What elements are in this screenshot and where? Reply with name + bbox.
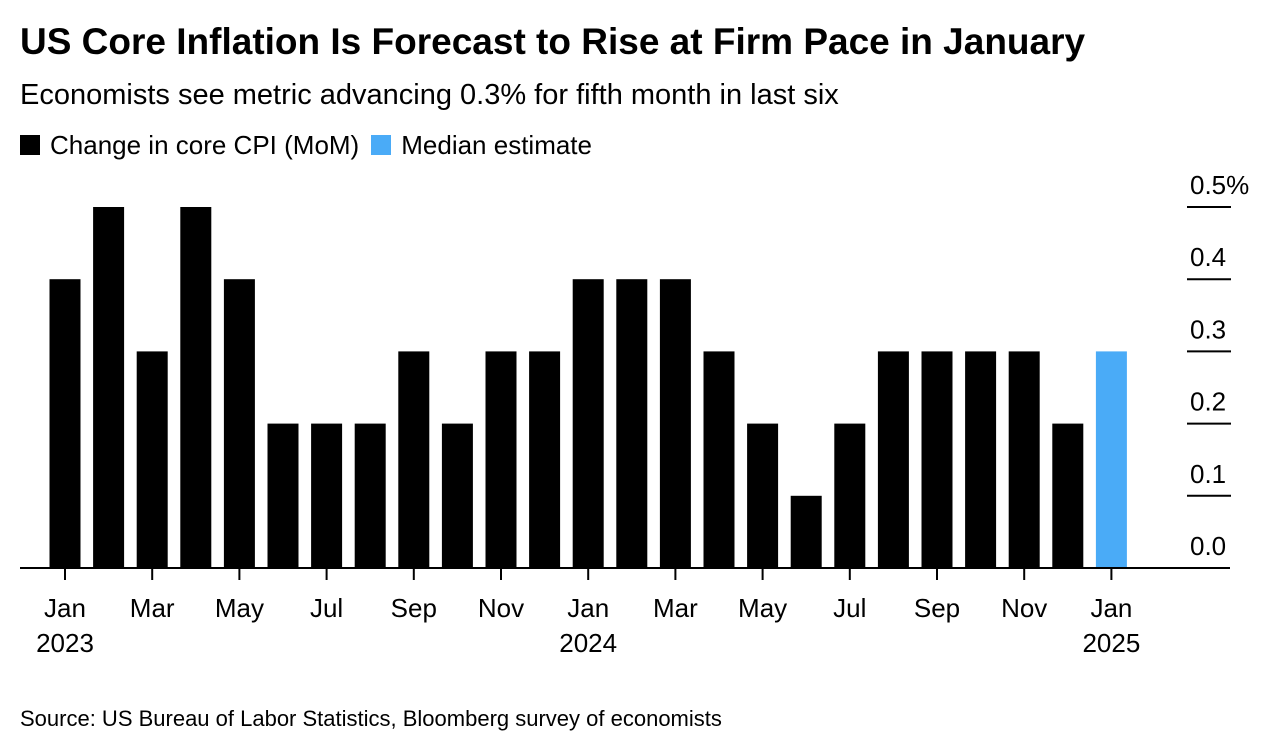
y-tick-label-3: 0.3 — [1190, 314, 1226, 344]
legend-label-core-cpi: Change in core CPI (MoM) — [50, 129, 360, 160]
y-tick-label-2: 0.2 — [1190, 387, 1226, 417]
bar-median-estimate-2025-01 — [1095, 351, 1127, 568]
x-tick-label-2024-07: Jul — [833, 593, 866, 623]
bar-core-cpi-2024-10 — [965, 351, 997, 568]
x-tick-label-2024-01: Jan — [567, 593, 609, 623]
x-tick-label-2025-01: Jan — [1090, 593, 1132, 623]
bar-core-cpi-2023-02 — [93, 207, 125, 568]
bar-core-cpi-2024-08 — [877, 351, 909, 568]
bar-core-cpi-2024-03 — [659, 279, 691, 568]
bar-core-cpi-2023-03 — [136, 351, 168, 568]
bar-core-cpi-2023-09 — [398, 351, 430, 568]
y-tick-label-4: 0.4 — [1190, 242, 1226, 272]
bar-core-cpi-2024-06 — [790, 495, 822, 568]
bar-core-cpi-2024-12 — [1052, 423, 1084, 568]
y-tick-label-5: 0.5% — [1190, 170, 1249, 200]
bar-core-cpi-2023-10 — [441, 423, 473, 568]
x-year-label-2023: 2023 — [36, 628, 94, 658]
legend-item-median-estimate: Median estimate — [371, 130, 592, 161]
x-year-label-2025: 2025 — [1082, 628, 1140, 658]
bar-core-cpi-2023-07 — [311, 423, 343, 568]
bar-core-cpi-2024-09 — [921, 351, 953, 568]
bar-core-cpi-2024-04 — [703, 351, 735, 568]
bar-core-cpi-2023-01 — [49, 279, 81, 568]
x-year-label-2024: 2024 — [559, 628, 617, 658]
legend-swatch-core-cpi — [20, 135, 40, 155]
chart-legend: Change in core CPI (MoM) Median estimate — [20, 128, 604, 162]
x-tick-label-2023-05: May — [215, 593, 264, 623]
bar-core-cpi-2023-08 — [354, 423, 386, 568]
chart-subtitle: Economists see metric advancing 0.3% for… — [20, 79, 839, 111]
bar-core-cpi-2024-11 — [1008, 351, 1040, 568]
y-tick-label-1: 0.1 — [1190, 459, 1226, 489]
x-tick-label-2024-03: Mar — [653, 593, 698, 623]
bar-core-cpi-2023-11 — [485, 351, 517, 568]
bar-core-cpi-2023-12 — [529, 351, 561, 568]
bar-core-cpi-2024-01 — [572, 279, 604, 568]
legend-label-median-estimate: Median estimate — [401, 129, 592, 160]
x-tick-label-2024-09: Sep — [914, 593, 960, 623]
legend-item-core-cpi: Change in core CPI (MoM) — [20, 130, 359, 161]
x-tick-label-2024-05: May — [738, 593, 787, 623]
bar-core-cpi-2024-05 — [747, 423, 779, 568]
bar-core-cpi-2023-04 — [180, 207, 212, 568]
x-tick-label-2024-11: Nov — [1001, 593, 1047, 623]
x-tick-label-2023-09: Sep — [391, 593, 437, 623]
source-note: Source: US Bureau of Labor Statistics, B… — [20, 706, 722, 731]
x-tick-label-2023-03: Mar — [130, 593, 175, 623]
bar-core-cpi-2024-07 — [834, 423, 866, 568]
x-tick-label-2023-01: Jan — [44, 593, 86, 623]
x-tick-label-2023-11: Nov — [478, 593, 524, 623]
bar-core-cpi-2023-05 — [223, 279, 255, 568]
x-tick-label-2023-07: Jul — [310, 593, 343, 623]
legend-swatch-median-estimate — [371, 135, 392, 155]
bar-core-cpi-2024-02 — [616, 279, 648, 568]
chart-title: US Core Inflation Is Forecast to Rise at… — [20, 21, 1086, 62]
y-tick-label-0: 0.0 — [1190, 531, 1226, 561]
bar-core-cpi-2023-06 — [267, 423, 299, 568]
